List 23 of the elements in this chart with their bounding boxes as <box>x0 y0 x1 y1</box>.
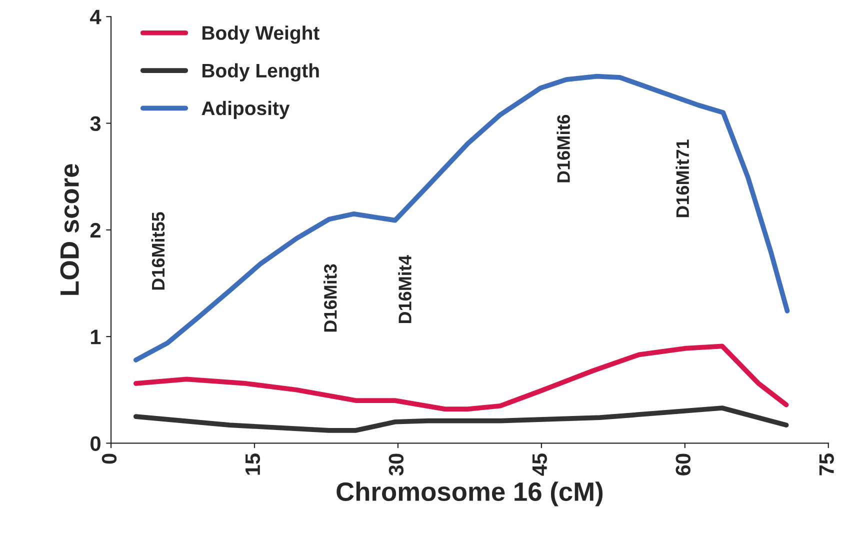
x-tick-label: 15 <box>246 454 260 475</box>
annotation: D16Mit71 <box>676 140 690 218</box>
legend-label: Adiposity <box>202 100 290 120</box>
x-tick-label: 0 <box>102 454 117 464</box>
x-tick-label: 45 <box>532 454 548 476</box>
y-tick-label: 3 <box>90 116 101 132</box>
legend-label: Body Length <box>202 63 319 82</box>
y-tick-label: 1 <box>91 330 101 344</box>
line-series <box>133 344 789 412</box>
annotation: D16Mit6 <box>556 114 570 182</box>
annotation: D16Mit4 <box>398 255 412 324</box>
x-tick-label: 60 <box>676 454 690 476</box>
legend-label: Body Weight <box>202 26 320 44</box>
annotation: D16Mit55 <box>151 212 165 290</box>
y-tick-label: 2 <box>90 222 100 238</box>
y-axis-title: LOD score <box>60 164 79 295</box>
x-tick-label: 30 <box>388 454 404 476</box>
line-series <box>133 406 789 433</box>
y-tick-label: 0 <box>90 436 100 451</box>
y-tick-label: 4 <box>90 10 102 24</box>
annotation: D16Mit3 <box>324 264 337 332</box>
x-axis-title: Chromosome 16 (cM) <box>336 482 603 506</box>
x-tick-label: 75 <box>819 454 834 476</box>
